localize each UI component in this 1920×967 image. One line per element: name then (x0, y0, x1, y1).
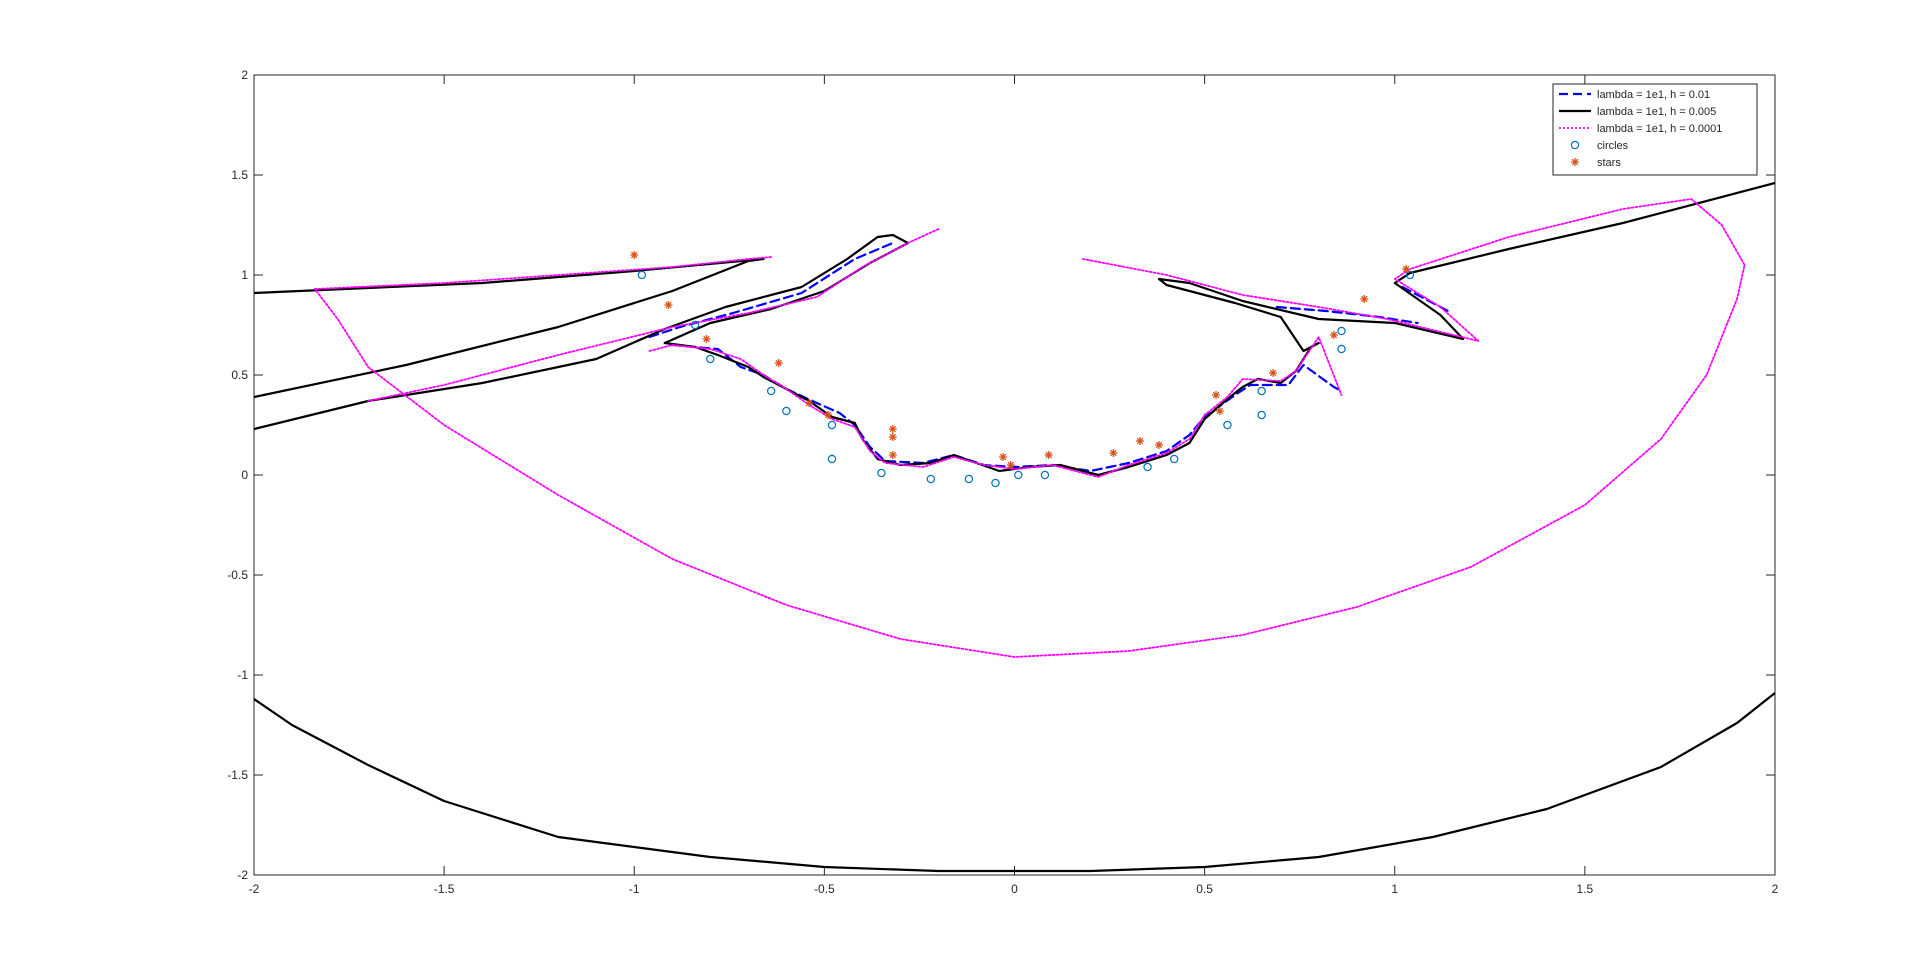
circles-marker (827, 420, 837, 430)
stars-marker (824, 411, 833, 419)
legend-label-0: lambda = 1e1, h = 0.01 (1597, 89, 1710, 101)
stars-marker (664, 301, 673, 309)
circles-marker (1337, 344, 1346, 354)
circles-marker (690, 320, 700, 330)
circles-marker (1143, 462, 1152, 472)
x-tick-label: 1.5 (1577, 882, 1594, 896)
y-tick-label: 0.5 (231, 368, 248, 382)
circles-marker (1405, 270, 1415, 280)
circles-marker (782, 406, 791, 416)
stars-marker (805, 399, 814, 407)
x-tick-label: -1 (629, 882, 640, 896)
stars-marker (1269, 369, 1278, 377)
series-2-line-segment (367, 228, 940, 402)
x-tick-label: 1 (1391, 882, 1398, 896)
x-tick-label: -1.5 (434, 882, 455, 896)
stars-marker (1006, 461, 1015, 469)
stars-marker (1044, 451, 1053, 459)
circles-marker (877, 468, 886, 478)
circles-marker (827, 454, 837, 464)
stars-marker (1154, 441, 1163, 449)
stars-marker (888, 433, 897, 441)
stars-marker (1360, 295, 1369, 303)
stars-marker (774, 359, 783, 367)
legend-label-1: lambda = 1e1, h = 0.005 (1597, 106, 1716, 118)
y-tick-label: -0.5 (227, 568, 248, 582)
circles-marker (1040, 470, 1050, 480)
circles-marker (991, 478, 1000, 488)
x-tick-label: 0 (1011, 882, 1018, 896)
stars-marker (888, 451, 897, 459)
y-tick-label: 1 (241, 268, 248, 282)
legend-label-2: lambda = 1e1, h = 0.0001 (1597, 123, 1722, 135)
series-0-line-segment (1275, 305, 1419, 325)
circles-marker (1337, 326, 1346, 336)
x-tick-label: -0.5 (814, 882, 835, 896)
legend-swatch-circles (1570, 140, 1580, 150)
circles-marker (926, 474, 936, 484)
x-tick-label: 2 (1772, 882, 1779, 896)
circles-marker (1257, 410, 1266, 420)
stars-marker (888, 425, 897, 433)
series-0-line-segment (648, 241, 894, 339)
legend-swatch-stars (1571, 158, 1579, 166)
circles-marker (706, 354, 715, 364)
series-group (254, 181, 1775, 873)
x-tick-label: -2 (249, 882, 260, 896)
stars-marker (1402, 265, 1411, 273)
stars-marker (630, 251, 639, 259)
y-tick-label: -1.5 (227, 768, 248, 782)
legend: lambda = 1e1, h = 0.01 lambda = 1e1, h = … (1552, 83, 1758, 176)
y-tick-label: -1 (237, 668, 248, 682)
y-tick-label: -2 (237, 868, 248, 882)
y-tick-label: 2 (241, 68, 248, 82)
stars-marker (1329, 331, 1338, 339)
circles-marker (964, 474, 974, 484)
legend-label-4: stars (1597, 157, 1621, 169)
stars-marker (1215, 407, 1224, 415)
stars-marker (702, 335, 711, 343)
legend-box (1552, 83, 1758, 176)
legend-label-3: circles (1597, 140, 1629, 152)
circles-marker (1170, 454, 1179, 464)
series-2-line-segment (1082, 258, 1480, 342)
series-2-line-segment (648, 336, 1343, 478)
stars-marker (999, 453, 1008, 461)
stars-marker (1135, 437, 1144, 445)
circles-marker (1014, 470, 1023, 480)
y-tick-label: 1.5 (231, 168, 248, 182)
series-2-line-segment (313, 198, 1746, 658)
circles-marker (1257, 386, 1266, 396)
x-tick-label: 0.5 (1196, 882, 1213, 896)
circles-marker (637, 270, 647, 280)
series-1-line-segment (254, 257, 765, 399)
stars-marker (1109, 449, 1118, 457)
y-tick-label: 0 (241, 468, 248, 482)
circles-marker (766, 386, 776, 396)
series-1-line-segment (254, 691, 1775, 873)
stars-marker (1212, 391, 1221, 399)
circles-marker (1223, 420, 1232, 430)
